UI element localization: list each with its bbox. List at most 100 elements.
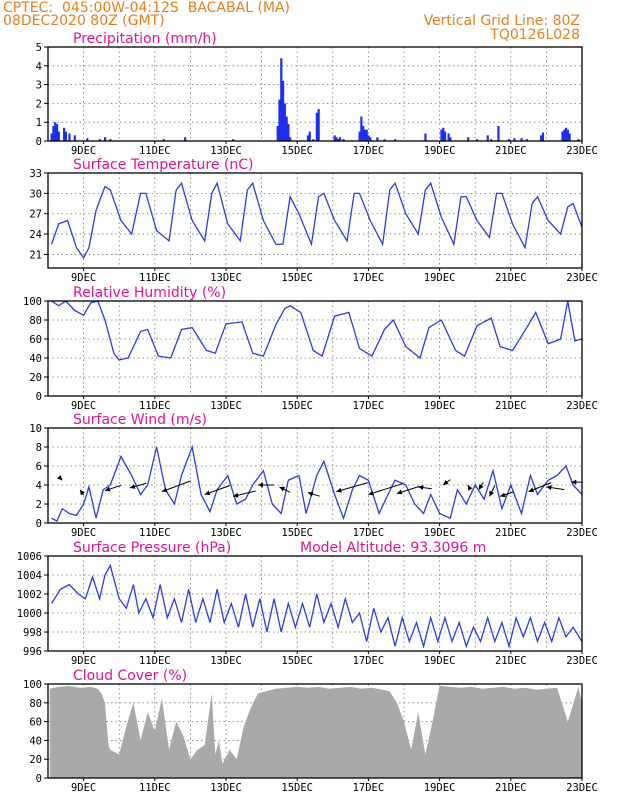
wind-arrow bbox=[279, 486, 291, 493]
wind-arrow-head bbox=[396, 489, 403, 495]
precip-bar bbox=[281, 80, 285, 141]
precip-bar bbox=[365, 129, 368, 141]
x-tick-label: 15DEC bbox=[281, 782, 313, 794]
x-tick-label: 19DEC bbox=[424, 655, 456, 667]
precip-bar bbox=[276, 125, 279, 141]
x-tick-label: 11DEC bbox=[139, 145, 171, 157]
precip-bar bbox=[358, 131, 361, 141]
precip-bar bbox=[283, 103, 286, 141]
panel-annotation: Model Altitude: 93.3096 m bbox=[300, 540, 486, 556]
precip-bar bbox=[566, 129, 569, 141]
series-temp bbox=[50, 181, 582, 260]
x-tick-label: 17DEC bbox=[353, 782, 385, 794]
wind-arrow-head bbox=[336, 487, 342, 493]
precip-bar bbox=[360, 116, 363, 141]
y-tick-label: 40 bbox=[29, 353, 42, 365]
wind-arrow-shaft bbox=[368, 483, 403, 495]
precip-bar bbox=[363, 129, 367, 141]
precip-bar bbox=[342, 139, 345, 141]
wind-arrow bbox=[418, 485, 432, 491]
x-tick-label: 11DEC bbox=[139, 272, 171, 284]
precip-bar bbox=[285, 116, 288, 141]
precip-bar bbox=[424, 133, 427, 141]
y-tick-label: 0 bbox=[36, 518, 42, 530]
precip-bar bbox=[486, 135, 489, 141]
panel-frame bbox=[47, 46, 583, 142]
y-tick-label: 1006 bbox=[17, 551, 42, 563]
panel-frame bbox=[47, 300, 583, 397]
wind-arrow-head bbox=[478, 484, 484, 490]
x-tick-label: 23DEC bbox=[566, 655, 598, 667]
y-tick-label: 30 bbox=[29, 188, 42, 200]
x-tick-label: 17DEC bbox=[353, 272, 385, 284]
panel-frame bbox=[47, 427, 583, 524]
y-tick-label: 6 bbox=[36, 461, 42, 473]
x-tick-label: 17DEC bbox=[353, 400, 385, 412]
series-rh bbox=[51, 301, 582, 361]
x-tick-label: 13DEC bbox=[210, 655, 242, 667]
x-tick-label: 23DEC bbox=[566, 400, 598, 412]
wind-arrow-head bbox=[546, 485, 552, 491]
wind-arrow bbox=[442, 479, 451, 486]
y-tick-label: 60 bbox=[29, 334, 42, 346]
precip-bar bbox=[497, 125, 500, 141]
wind-arrow-head bbox=[80, 489, 85, 496]
panel-precip: 0 1 2 3 4 5 9DEC 11DEC 13DEC 15DEC 17DEC 19DEC 21DEC… bbox=[36, 31, 598, 157]
y-tick-label: 27 bbox=[29, 209, 42, 221]
precip-bar bbox=[513, 138, 516, 141]
wind-arrow-shaft bbox=[336, 482, 368, 493]
x-tick-label: 11DEC bbox=[139, 782, 171, 794]
panel-title: Precipitation (mm/h) bbox=[73, 31, 217, 47]
precip-bar bbox=[73, 135, 76, 141]
y-tick-label: 1004 bbox=[17, 570, 42, 582]
y-tick-label: 20 bbox=[29, 372, 42, 384]
precip-bar bbox=[443, 131, 447, 141]
precip-bar bbox=[394, 139, 397, 141]
precip-bar bbox=[440, 129, 443, 141]
wind-arrow-head bbox=[104, 486, 111, 492]
precip-bar bbox=[520, 138, 523, 141]
precip-bar bbox=[577, 139, 580, 141]
y-tick-label: 2 bbox=[36, 98, 42, 110]
wind-arrow-head bbox=[528, 487, 535, 493]
precip-bar bbox=[315, 112, 318, 141]
precip-bar bbox=[312, 139, 315, 141]
precip-bar bbox=[490, 139, 493, 141]
wind-arrow-head bbox=[489, 490, 494, 497]
y-tick-label: 998 bbox=[23, 627, 42, 639]
wind-arrow bbox=[368, 483, 403, 496]
wind-arrow-head bbox=[368, 490, 374, 496]
panel-frame bbox=[47, 683, 583, 779]
precip-bar bbox=[278, 99, 281, 141]
precip-bar bbox=[184, 137, 187, 141]
x-tick-label: 9DEC bbox=[71, 655, 96, 667]
x-tick-label: 23DEC bbox=[566, 272, 598, 284]
x-tick-label: 19DEC bbox=[424, 400, 456, 412]
panel-wind: 0 2 4 6 8 10 9DEC 11DEC 13DEC 15DEC 17DEC 19DEC 21DE… bbox=[29, 412, 597, 539]
precip-bar bbox=[57, 131, 60, 141]
wind-arrow bbox=[204, 485, 231, 496]
precip-bar bbox=[317, 109, 320, 141]
precip-bar bbox=[54, 122, 57, 141]
y-tick-label: 20 bbox=[29, 754, 42, 766]
y-tick-label: 1002 bbox=[17, 589, 42, 601]
header-date: 08DEC2020 80Z (GMT) bbox=[3, 13, 165, 29]
y-tick-label: 21 bbox=[29, 249, 42, 261]
precip-bar bbox=[568, 133, 571, 141]
x-tick-label: 23DEC bbox=[566, 145, 598, 157]
wind-arrow-head bbox=[307, 491, 314, 497]
y-tick-label: 24 bbox=[29, 229, 42, 241]
precip-bar bbox=[289, 137, 292, 141]
x-tick-label: 21DEC bbox=[495, 145, 527, 157]
y-tick-label: 33 bbox=[29, 168, 42, 180]
x-tick-label: 23DEC bbox=[566, 782, 598, 794]
wind-arrow bbox=[336, 482, 368, 493]
precip-bar bbox=[541, 132, 545, 141]
precip-bar bbox=[68, 133, 71, 141]
wind-line bbox=[51, 444, 582, 523]
wind-arrow-head bbox=[443, 480, 449, 485]
precip-bar bbox=[508, 139, 511, 141]
precip-bar bbox=[162, 139, 165, 141]
precip-bar bbox=[287, 124, 290, 141]
rh-line bbox=[51, 301, 582, 361]
